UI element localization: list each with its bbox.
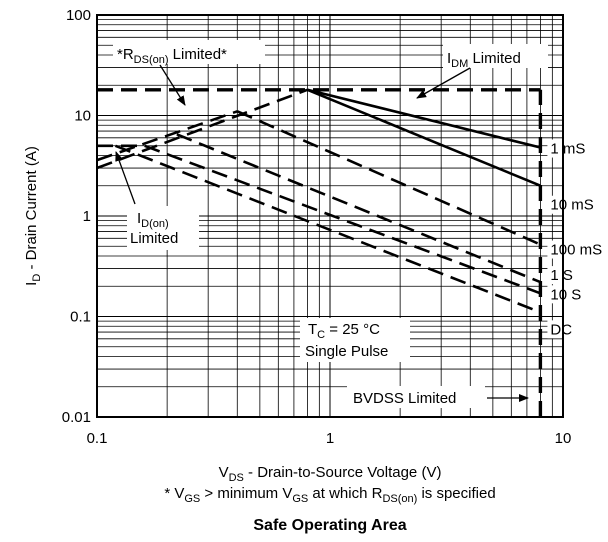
tick-labels: 0.1 1 10 100 10 1 0.1 0.01 <box>62 7 572 447</box>
y-tick-label: 10 <box>74 108 91 125</box>
series-100-ms <box>236 110 541 246</box>
annotation-id-on-limited: ID(on) <box>137 210 169 230</box>
series-label: 10 mS <box>550 197 593 214</box>
footnote: * VGS > minimum VGS at which RDS(on) is … <box>164 485 495 505</box>
y-tick-label: 1 <box>83 208 91 225</box>
series-label: DC <box>550 321 572 338</box>
annotation-id-on-limited-line2: Limited <box>130 230 178 247</box>
series-label: 1 S <box>550 267 573 284</box>
y-tick-label: 0.1 <box>70 309 91 326</box>
series-label: 10 S <box>550 286 581 303</box>
annotation-single-pulse: Single Pulse <box>305 343 388 360</box>
x-tick-label: 1 <box>326 430 334 447</box>
arrow-idm <box>416 67 471 99</box>
x-axis-label: VDS - Drain-to-Source Voltage (V) <box>219 464 442 484</box>
series-label-bg <box>547 285 590 304</box>
series-group: 1 mS 10 mS 100 mS 1 S 10 S DC <box>96 88 608 417</box>
y-tick-label: 0.01 <box>62 409 91 426</box>
series-label: 100 mS <box>550 242 602 259</box>
annotation-idm-limited: IDM Limited <box>447 50 521 70</box>
series-1-ms <box>307 88 541 149</box>
series-label-bg <box>547 139 590 158</box>
arrow-id-on <box>115 151 136 205</box>
y-axis-label: ID - Drain Current (A) <box>23 146 43 286</box>
x-tick-label: 0.1 <box>87 430 108 447</box>
arrow-rds-on <box>159 64 186 106</box>
chart-title: Safe Operating Area <box>253 517 406 534</box>
annotation-tc: TC = 25 °C <box>308 321 380 341</box>
y-tick-label: 100 <box>66 7 91 24</box>
series-10-ms <box>306 88 541 187</box>
plot-frame <box>96 14 564 418</box>
series-label-bg <box>547 195 599 214</box>
series-10-s <box>144 144 541 295</box>
annotation-bvdss-limited: BVDSS Limited <box>353 390 456 407</box>
limit-line-8 <box>96 88 308 170</box>
series-label-bg <box>547 320 572 339</box>
series-label: 1 mS <box>550 141 585 158</box>
annotation-rds-on-limited: *RDS(on) Limited* <box>117 46 227 66</box>
annotations: *RDS(on) Limited* IDM Limited ID(on) Lim… <box>113 40 548 408</box>
series-1-s <box>176 133 541 284</box>
x-tick-label: 10 <box>555 430 572 447</box>
series-dc <box>114 144 541 314</box>
